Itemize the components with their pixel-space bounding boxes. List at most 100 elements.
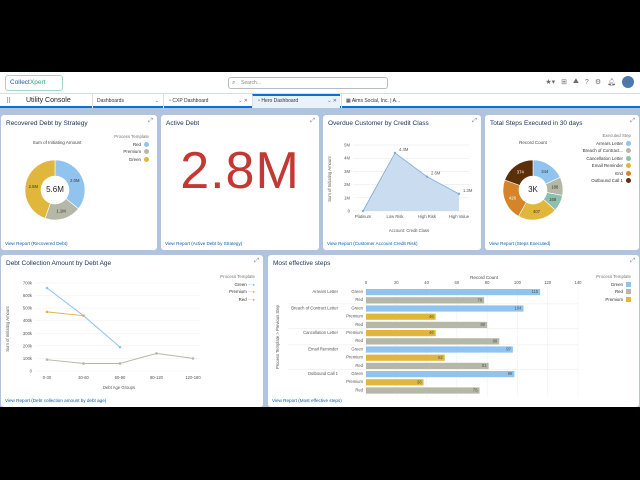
bar	[366, 297, 485, 304]
series-label: Green	[351, 346, 363, 351]
series-line	[46, 311, 84, 317]
legend-label: Breach of Contract...	[582, 148, 623, 153]
nav-selector[interactable]: Dashboards ⌄	[92, 94, 162, 108]
chevron-down-icon[interactable]: ⌄	[154, 98, 159, 104]
measure-label: Record Count	[519, 140, 548, 145]
legend-swatch: —●	[246, 289, 255, 294]
avatar[interactable]: U	[622, 76, 634, 88]
expand-icon[interactable]: ⤢	[254, 258, 259, 264]
legend-item[interactable]: Email Reminder	[583, 162, 631, 170]
legend-title: Process Template	[114, 134, 149, 139]
x-axis-label: Account: Credit Class	[389, 228, 429, 233]
view-report-link[interactable]: View Report (Active Debt by Strategy)	[165, 241, 243, 246]
legend-item[interactable]: End	[583, 170, 631, 178]
legend-title: Process Template	[596, 274, 631, 279]
data-label: 46	[429, 314, 434, 319]
search-input[interactable]: ⌕ Search...	[228, 77, 388, 89]
data-label: 88	[493, 338, 498, 343]
legend-swatch	[626, 178, 631, 184]
y-tick-label: 400k	[23, 318, 33, 323]
card-title: Total Steps Executed in 30 days	[490, 120, 583, 127]
legend-item-green[interactable]: Green	[114, 156, 149, 164]
salesforce-window: CollectXpert ⌕ Search... ★▾ ⊞ ⛰ ? ⚙ 🔔︎ U …	[0, 72, 640, 407]
legend-item-premium[interactable]: Premium	[114, 148, 149, 156]
data-point	[425, 175, 429, 178]
data-label: 75	[473, 388, 478, 393]
x-tick-label: 80	[485, 280, 490, 285]
bell-icon[interactable]: 🔔︎	[607, 79, 616, 86]
bar	[366, 305, 524, 312]
view-report-link[interactable]: View Report (Steps Executed)	[489, 241, 551, 246]
legend-item[interactable]: Red —●	[220, 296, 255, 304]
data-point	[45, 286, 49, 290]
avatar-initial: U	[625, 78, 631, 86]
legend-swatch	[626, 155, 631, 161]
legend-item[interactable]: Green	[596, 281, 631, 289]
x-tick-label: 30-60	[78, 375, 89, 380]
legend-item[interactable]: Cancellation Letter	[583, 155, 631, 163]
legend-item[interactable]: Red	[596, 288, 631, 296]
y-axis-label: Sum of Initiating Amount	[327, 155, 332, 201]
add-icon[interactable]: ⊞	[561, 79, 568, 86]
y-tick-label: 0	[30, 369, 33, 374]
legend-label: End	[615, 170, 623, 176]
series-label: Red	[355, 363, 363, 368]
y-tick-label: 300k	[23, 331, 33, 336]
legend-item[interactable]: Premium —●	[220, 288, 255, 296]
legend-item[interactable]: Green —●	[220, 281, 255, 289]
x-tick-label: High Risk	[418, 214, 437, 219]
tab-hero-dashboard[interactable]: ◔ Hero Dashboard ⌄ ✕	[252, 94, 340, 108]
close-icon[interactable]: ⌄ ✕	[327, 98, 337, 104]
legend-title: Executed Step	[602, 133, 631, 138]
bar	[366, 354, 445, 361]
view-report-link[interactable]: View Report (Most effective steps)	[272, 398, 342, 403]
expand-icon[interactable]: ⤢	[630, 118, 635, 124]
bar	[366, 289, 541, 296]
legend-swatch	[626, 289, 631, 295]
legend-item[interactable]: Arrears Letter	[583, 140, 631, 148]
data-point	[393, 151, 397, 155]
gear-icon[interactable]: ⚙	[594, 79, 602, 86]
legend-item[interactable]: Outbound Call 1	[583, 177, 631, 185]
trailhead-icon[interactable]: ⛰	[573, 78, 579, 85]
data-label: 81	[482, 363, 487, 368]
tab-cxp-dashboard[interactable]: ◔ CXP Dashboard ⌄ ✕	[163, 94, 251, 108]
star-icon[interactable]: ★▾	[545, 79, 556, 86]
legend-item[interactable]: Premium	[596, 296, 631, 304]
series-label: Premium	[346, 330, 363, 335]
legend-swatch	[626, 281, 631, 287]
legend: Executed Step Arrears Letter Breach of Co…	[583, 132, 631, 185]
data-label: 52	[438, 355, 443, 360]
series-label: Premium	[346, 379, 363, 384]
y-tick-label: 1M	[344, 195, 350, 200]
expand-icon[interactable]: ⤢	[472, 118, 477, 124]
view-report-link[interactable]: View Report (Customer Account Credit Ris…	[327, 241, 418, 246]
series-label: Green	[351, 371, 363, 376]
help-icon[interactable]: ?	[584, 78, 589, 86]
x-tick-label: 140	[575, 280, 583, 285]
legend-label: Premium	[605, 296, 623, 302]
y-tick-label: 2M	[344, 182, 350, 187]
steps-chart: Record Count 344 188 168 407 426 374 3K	[502, 140, 564, 221]
legend-item-red[interactable]: Red	[114, 141, 149, 149]
x-axis-label: Debt Age Groups	[103, 385, 135, 390]
tab-aims-social[interactable]: ▦ Aims Social, Inc. | A...	[341, 94, 415, 108]
data-label: 115	[531, 289, 538, 294]
legend-item[interactable]: Breach of Contract...	[583, 147, 631, 155]
legend-label: Premium	[229, 289, 247, 294]
legend: Process Template Green Red Premium	[596, 273, 631, 303]
app-logo[interactable]: CollectXpert	[5, 75, 63, 91]
legend: Process Template Red Premium Green	[114, 133, 149, 163]
data-point	[82, 362, 85, 365]
expand-icon[interactable]: ⤢	[310, 118, 315, 124]
legend-swatch	[626, 140, 631, 146]
view-report-link[interactable]: View Report (Debt collection amount by d…	[5, 398, 107, 403]
global-header: CollectXpert ⌕ Search... ★▾ ⊞ ⛰ ? ⚙ 🔔︎ U	[0, 72, 640, 94]
card-most-effective-steps: Most effective steps ⤢ Record Count Proc…	[268, 255, 639, 407]
view-report-link[interactable]: View Report (Recovered Debt)	[5, 241, 68, 246]
expand-icon[interactable]: ⤢	[148, 118, 153, 124]
expand-icon[interactable]: ⤢	[630, 258, 635, 264]
app-launcher-icon[interactable]: ⠿	[6, 98, 12, 105]
pie-slice	[24, 159, 56, 219]
close-icon[interactable]: ⌄ ✕	[238, 98, 248, 104]
